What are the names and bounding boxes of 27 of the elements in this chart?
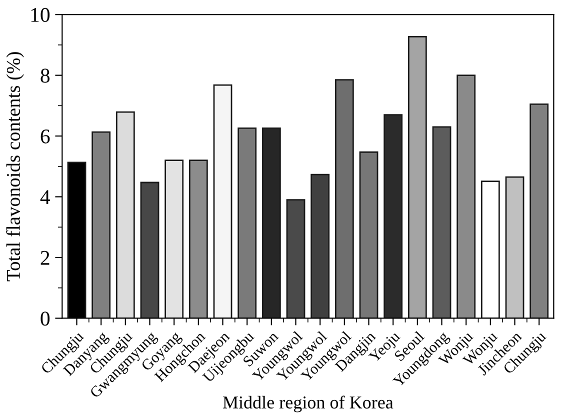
bar [456, 74, 476, 318]
bar [164, 160, 184, 318]
bar [310, 174, 330, 318]
bar [359, 151, 378, 318]
y-tick-label: 6 [40, 129, 50, 144]
y-tick-label: 8 [40, 68, 50, 83]
bar [213, 84, 232, 318]
bar [408, 36, 427, 318]
bar [505, 176, 524, 318]
bar [116, 111, 135, 318]
bar [238, 127, 257, 318]
bar [384, 114, 403, 318]
x-axis-title: Middle region of Korea [222, 396, 394, 412]
bar [286, 199, 306, 318]
bar [262, 127, 281, 318]
bar [480, 180, 500, 318]
y-tick-label: 10 [31, 8, 50, 22]
y-tick-label: 2 [40, 250, 50, 265]
y-tick-label: 0 [40, 312, 50, 326]
bar [432, 126, 452, 318]
bar [530, 103, 549, 318]
bar [188, 160, 208, 318]
bar [92, 131, 111, 318]
y-tick-label: 4 [40, 190, 50, 204]
bar [140, 182, 160, 318]
y-axis-title: Total flavonoids contents (%) [6, 52, 24, 282]
bar [334, 79, 354, 318]
